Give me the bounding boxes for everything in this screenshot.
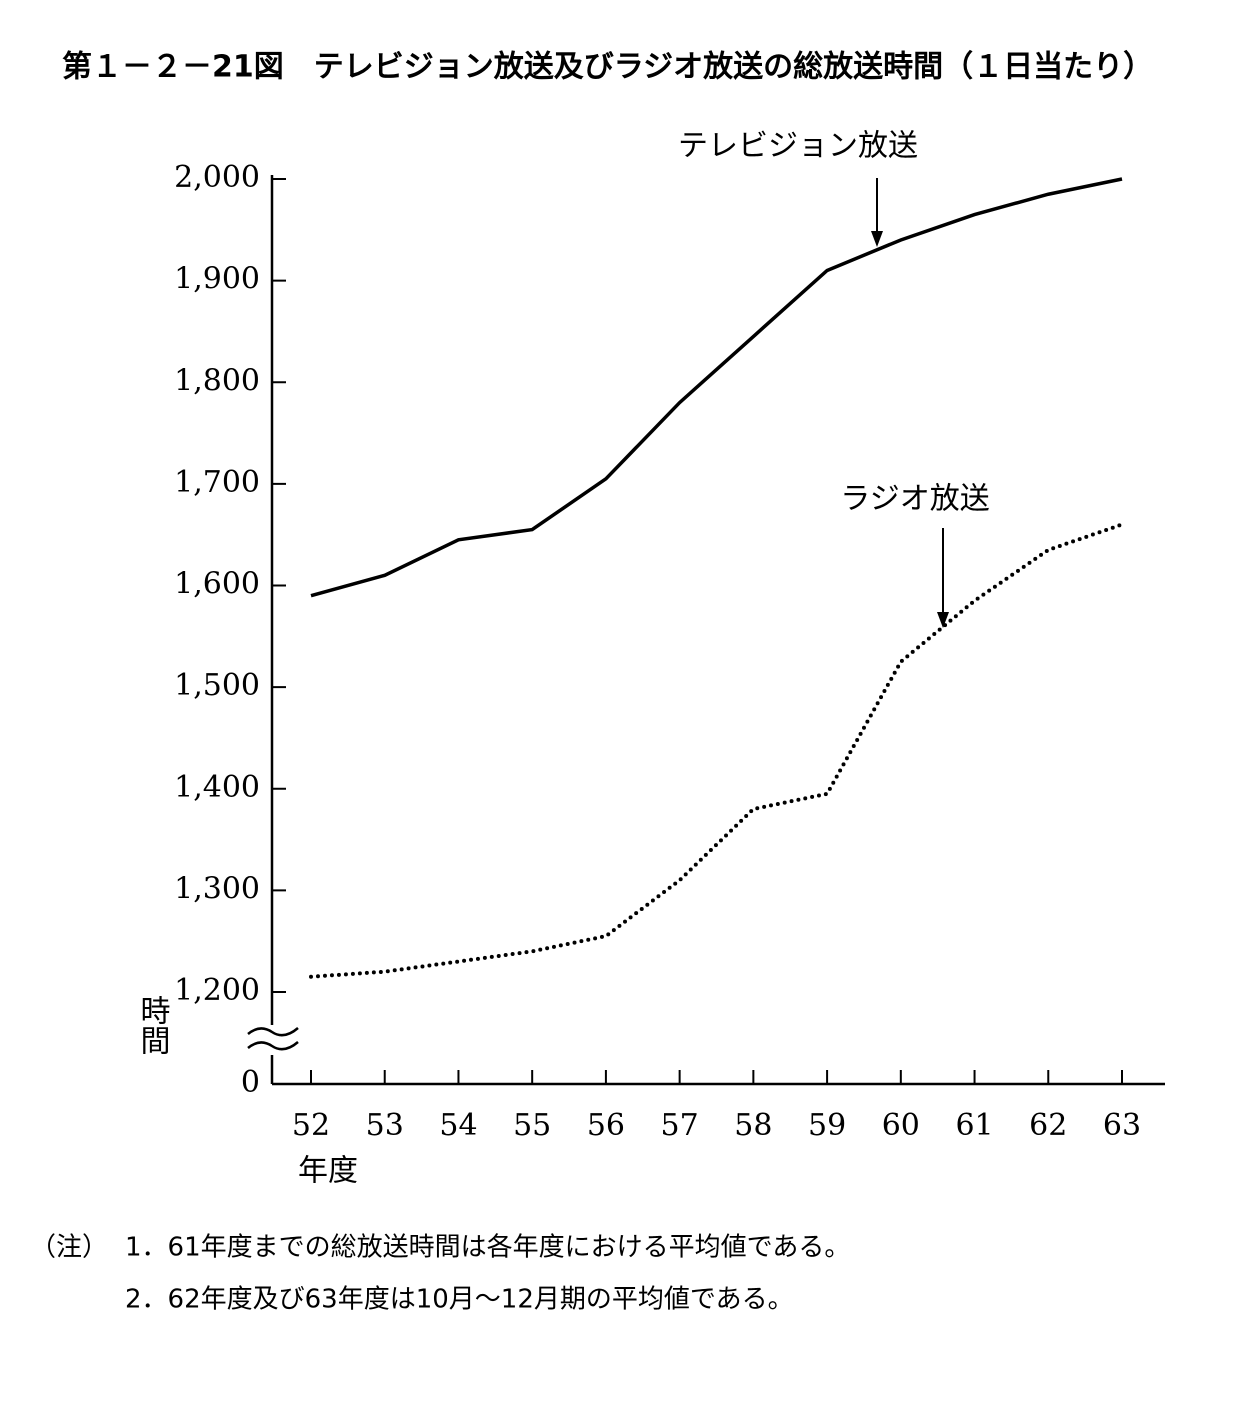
note: 1．61年度までの総放送時間は各年度における平均値である。 <box>125 1233 850 1263</box>
arrow-head <box>937 612 949 628</box>
x-tick-label: 53 <box>366 1108 404 1143</box>
series-label: ラジオ放送 <box>840 482 989 517</box>
x-tick-label: 56 <box>587 1108 625 1143</box>
x-tick-label: 60 <box>882 1108 920 1143</box>
x-tick-label: 62 <box>1029 1108 1067 1143</box>
x-tick-label: 58 <box>734 1108 772 1143</box>
x-axis-label: 年度 <box>298 1154 358 1189</box>
y-tick-label: 1,500 <box>174 668 260 703</box>
y-tick-label: 1,800 <box>174 363 260 398</box>
y-tick-label: 1,900 <box>174 262 260 297</box>
series-line <box>309 522 1124 979</box>
x-tick-label: 52 <box>292 1108 330 1143</box>
y-tick-label: 1,600 <box>174 567 260 602</box>
arrow-head <box>871 231 883 247</box>
axis-break <box>247 1027 299 1051</box>
y-tick-label: 2,000 <box>174 160 260 195</box>
x-tick-label: 63 <box>1103 1108 1141 1143</box>
chart-title: 第１－２－21図 テレビジョン放送及びラジオ放送の総放送時間（１日当たり） <box>62 50 1153 85</box>
y-tick-label: 0 <box>241 1065 260 1100</box>
y-tick-label: 1,400 <box>174 770 260 805</box>
note: 2．62年度及び63年度は10月～12月期の平均値である。 <box>125 1285 794 1315</box>
x-tick-label: 59 <box>808 1108 846 1143</box>
x-tick-label: 57 <box>661 1108 699 1143</box>
y-axis-label: 時間 <box>135 995 170 1055</box>
x-tick-label: 54 <box>439 1108 477 1143</box>
x-tick-label: 61 <box>955 1108 993 1143</box>
x-tick-label: 55 <box>513 1108 551 1143</box>
y-tick-label: 1,700 <box>174 465 260 500</box>
series-line <box>310 177 1123 598</box>
notes-label: （注） <box>30 1233 108 1263</box>
y-tick-label: 1,300 <box>174 871 260 906</box>
series-label: テレビジョン放送 <box>678 129 918 164</box>
y-tick-label: 1,200 <box>174 973 260 1008</box>
